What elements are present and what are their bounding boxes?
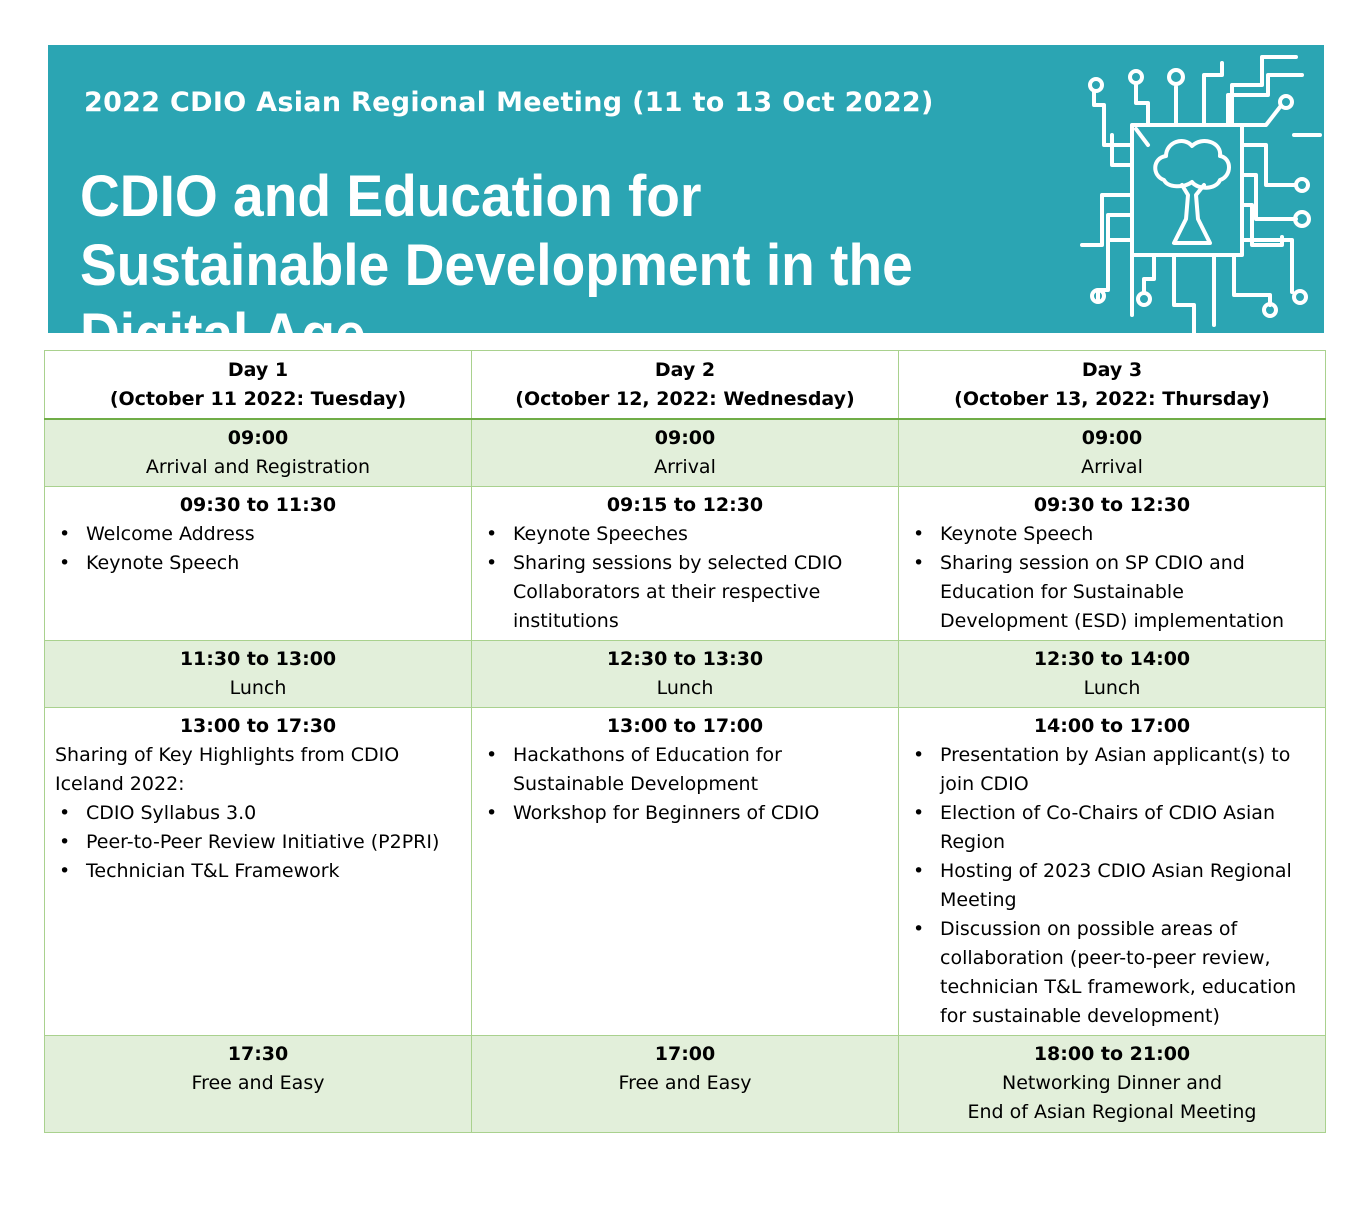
event-subtitle: 2022 CDIO Asian Regional Meeting (11 to … xyxy=(84,87,934,118)
list-item: Keynote Speech xyxy=(909,520,1315,549)
session-time: 13:00 to 17:30 xyxy=(179,714,337,737)
session-time: 09:15 to 12:30 xyxy=(606,493,764,516)
day-label: Day 3 xyxy=(1081,359,1143,381)
session-list: Hackathons of Education for Sustainable … xyxy=(482,741,888,828)
list-item: Sharing session on SP CDIO and Education… xyxy=(909,549,1315,636)
list-item: Peer-to-Peer Review Initiative (P2PRI) xyxy=(55,828,461,857)
session-text: Networking Dinner and xyxy=(1001,1071,1223,1094)
list-item: Sharing sessions by selected CDIO Collab… xyxy=(482,549,888,636)
session-time: 09:00 xyxy=(654,426,716,449)
list-item: Presentation by Asian applicant(s) to jo… xyxy=(909,741,1315,799)
list-item: Welcome Address xyxy=(55,520,461,549)
session-text: Lunch xyxy=(656,676,714,699)
session-time: 12:30 to 13:30 xyxy=(606,647,764,670)
list-item: Hackathons of Education for Sustainable … xyxy=(482,741,888,799)
table-row: 17:30 Free and Easy 17:00 Free and Easy 18… xyxy=(44,1034,1326,1133)
session-text: Lunch xyxy=(229,676,287,699)
circuit-tree-icon xyxy=(1080,55,1322,333)
day-label: Day 2 xyxy=(654,359,716,381)
session-time: 17:30 xyxy=(227,1042,289,1065)
list-item: Keynote Speeches xyxy=(482,520,888,549)
session-time: 09:30 to 11:30 xyxy=(179,493,337,516)
day-header: Day 3 (October 13, 2022: Thursday) xyxy=(898,350,1326,420)
day-date: (October 13, 2022: Thursday) xyxy=(954,388,1270,410)
day-header: Day 2 (October 12, 2022: Wednesday) xyxy=(471,350,899,420)
header-banner: 2022 CDIO Asian Regional Meeting (11 to … xyxy=(48,45,1324,333)
session-time: 09:00 xyxy=(227,426,289,449)
list-item: Hosting of 2023 CDIO Asian Regional Meet… xyxy=(909,857,1315,915)
list-item: CDIO Syllabus 3.0 xyxy=(55,799,461,828)
session-time: 09:00 xyxy=(1081,426,1143,449)
schedule-table: Day 1 (October 11 2022: Tuesday) Day 2 (Oc… xyxy=(44,350,1326,1133)
event-title: CDIO and Education for Sustainable Devel… xyxy=(80,164,913,333)
session-text: Free and Easy xyxy=(618,1071,752,1094)
table-row: 09:00 Arrival and Registration 09:00 Arriv… xyxy=(44,418,1326,487)
session-text: Arrival xyxy=(654,455,716,478)
list-item: Discussion on possible areas of collabor… xyxy=(909,915,1315,1031)
session-time: 14:00 to 17:00 xyxy=(1033,714,1191,737)
list-item: Workshop for Beginners of CDIO xyxy=(482,799,888,828)
session-text: Arrival xyxy=(1081,455,1143,478)
session-time: 13:00 to 17:00 xyxy=(606,714,764,737)
session-list: Keynote Speech Sharing session on SP CDI… xyxy=(909,520,1315,636)
session-text: Arrival and Registration xyxy=(145,455,371,478)
day-date: (October 12, 2022: Wednesday) xyxy=(515,388,855,410)
session-text: Free and Easy xyxy=(191,1071,325,1094)
session-list: CDIO Syllabus 3.0 Peer-to-Peer Review In… xyxy=(55,799,461,886)
table-row: 09:30 to 11:30 Welcome Address Keynote S… xyxy=(44,485,1326,641)
session-text: Lunch xyxy=(1083,676,1141,699)
session-list: Presentation by Asian applicant(s) to jo… xyxy=(909,741,1315,1031)
day-header-row: Day 1 (October 11 2022: Tuesday) Day 2 (Oc… xyxy=(44,350,1326,420)
session-time: 17:00 xyxy=(654,1042,716,1065)
session-text: End of Asian Regional Meeting xyxy=(967,1100,1257,1123)
session-time: 12:30 to 14:00 xyxy=(1033,647,1191,670)
table-row: 11:30 to 13:00 Lunch 12:30 to 13:30 Lunch … xyxy=(44,639,1326,708)
session-time: 11:30 to 13:00 xyxy=(179,647,337,670)
session-time: 09:30 to 12:30 xyxy=(1033,493,1191,516)
day-date: (October 11 2022: Tuesday) xyxy=(109,388,407,410)
table-row: 13:00 to 17:30 Sharing of Key Highlights… xyxy=(44,706,1326,1036)
list-item: Election of Co-Chairs of CDIO Asian Regi… xyxy=(909,799,1315,857)
session-list: Welcome Address Keynote Speech xyxy=(55,520,461,578)
day-header: Day 1 (October 11 2022: Tuesday) xyxy=(44,350,472,420)
session-list: Keynote Speeches Sharing sessions by sel… xyxy=(482,520,888,636)
list-item: Keynote Speech xyxy=(55,549,461,578)
session-time: 18:00 to 21:00 xyxy=(1033,1042,1191,1065)
day-label: Day 1 xyxy=(227,359,289,381)
list-item: Technician T&L Framework xyxy=(55,857,461,886)
session-intro: Sharing of Key Highlights from CDIO Icel… xyxy=(55,743,400,795)
